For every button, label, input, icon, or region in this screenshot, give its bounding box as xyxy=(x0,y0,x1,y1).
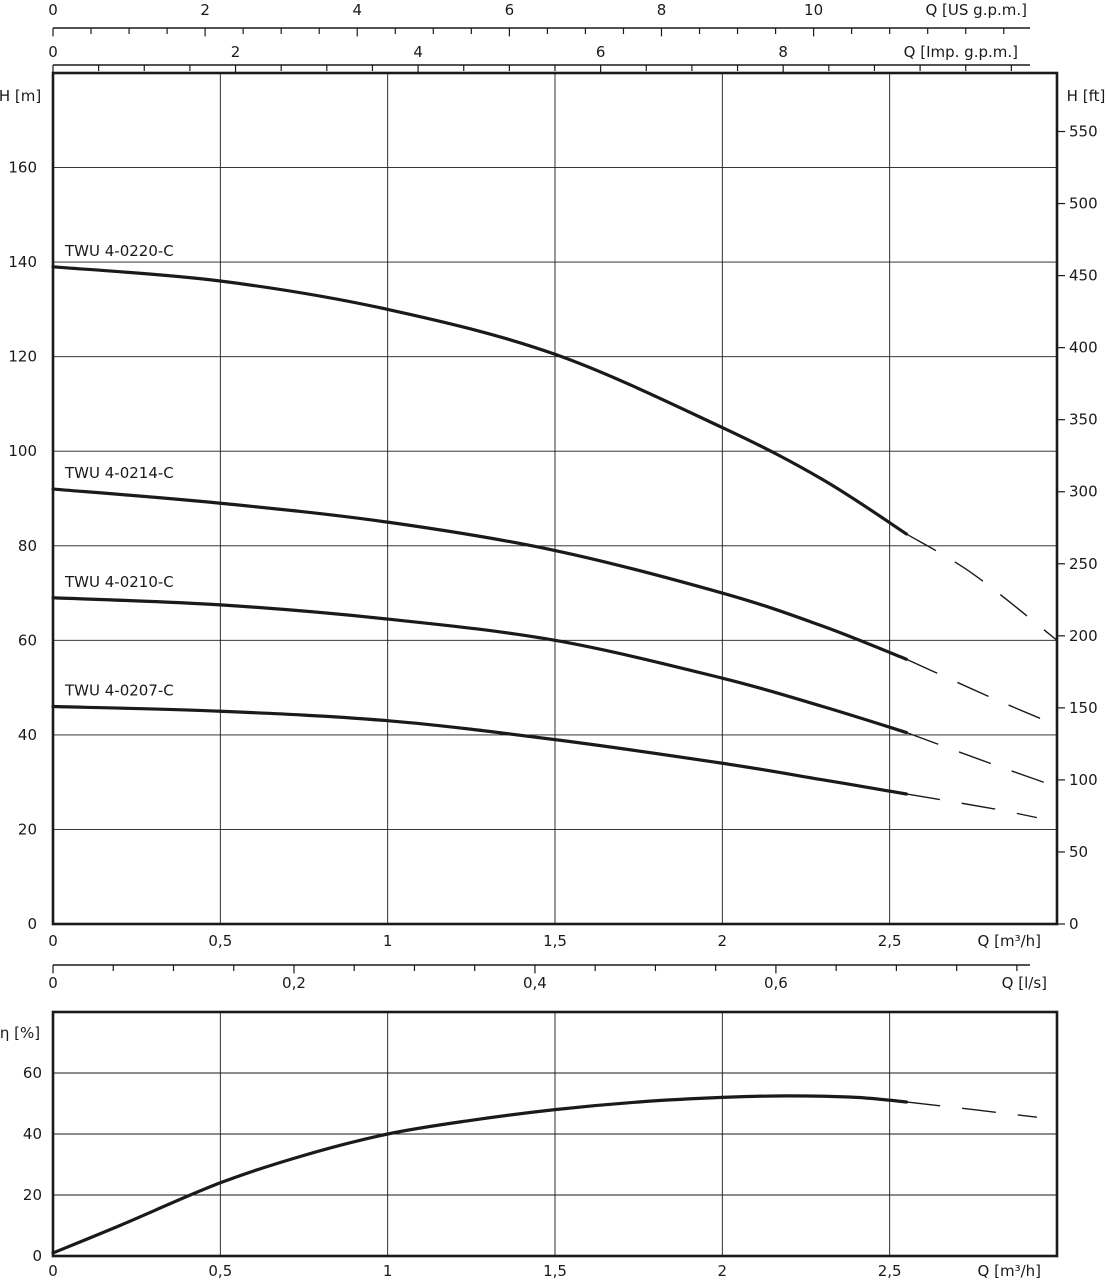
grid-layer xyxy=(53,73,1057,1256)
eff-x-axis-label: Q [m³/h] xyxy=(978,1262,1041,1280)
eff-y-axis-label: η [%] xyxy=(0,1024,40,1042)
head-y-tick-label: 120 xyxy=(8,348,37,366)
head-y-tick-label: 100 xyxy=(8,442,37,460)
secondary-axis-tick-label: 4 xyxy=(352,1,362,19)
ft-axis-tick-label: 100 xyxy=(1069,771,1098,789)
secondary-axis-tick-label: 2 xyxy=(231,43,241,61)
head-y-tick-label: 60 xyxy=(18,631,37,649)
eff-x-tick-label: 0,5 xyxy=(208,1262,232,1280)
head-x-tick-label: 1,5 xyxy=(543,932,567,950)
secondary-axis-tick-label: 6 xyxy=(505,1,515,19)
ft-axis-tick-label: 150 xyxy=(1069,699,1098,717)
head-x-tick-label: 2,5 xyxy=(878,932,902,950)
secondary-axis-tick-label: 0 xyxy=(48,974,58,992)
imp-gpm-axis-label: Q [Imp. g.p.m.] xyxy=(904,43,1018,61)
eff-x-tick-label: 2 xyxy=(718,1262,728,1280)
eff-x-tick-label: 2,5 xyxy=(878,1262,902,1280)
lps-axis-label: Q [l/s] xyxy=(1002,974,1047,992)
eff-x-tick-label: 1,5 xyxy=(543,1262,567,1280)
head-x-tick-label: 0 xyxy=(48,932,58,950)
head-series-4-curve xyxy=(51,704,908,796)
head-series-2-curve xyxy=(51,487,908,661)
curves-layer xyxy=(51,265,1058,1255)
eff-y-tick-label: 20 xyxy=(23,1186,42,1204)
head-x-tick-label: 2 xyxy=(718,932,728,950)
secondary-axis-tick-label: 0,6 xyxy=(764,974,788,992)
secondary-axis-tick-label: 0 xyxy=(48,1,58,19)
head-x-axis-label: Q [m³/h] xyxy=(978,932,1041,950)
eff-x-tick-label: 1 xyxy=(383,1262,393,1280)
head-y-tick-label: 80 xyxy=(18,537,37,555)
ft-axis-tick-label: 200 xyxy=(1069,627,1098,645)
eff-plot-frame xyxy=(51,1010,1059,1258)
eff-y-tick-label: 60 xyxy=(23,1064,42,1082)
ft-axis-tick-label: 300 xyxy=(1069,483,1098,501)
head-y-tick-label: 140 xyxy=(8,253,37,271)
secondary-axis-tick-label: 8 xyxy=(778,43,788,61)
head-series-3-curve-extrapolated xyxy=(906,731,1058,788)
ft-axis-tick-label: 250 xyxy=(1069,555,1098,573)
head-x-tick-label: 0,5 xyxy=(208,932,232,950)
head-series-1-label: TWU 4-0220-C xyxy=(64,242,174,260)
ft-axis-tick-label: 350 xyxy=(1069,411,1098,429)
eff-y-tick-label: 0 xyxy=(32,1247,42,1265)
efficiency-series-curve-extrapolated xyxy=(906,1101,1038,1118)
ft-axis-label: H [ft] xyxy=(1067,87,1106,105)
ft-axis-tick-label: 500 xyxy=(1069,195,1098,213)
head-series-1-curve-extrapolated xyxy=(906,533,1058,641)
efficiency-series-curve xyxy=(51,1094,908,1255)
ft-axis-tick-label: 0 xyxy=(1069,915,1079,933)
head-y-tick-label: 20 xyxy=(18,820,37,838)
secondary-axis-tick-label: 0,2 xyxy=(282,974,306,992)
head-y-tick-label: 0 xyxy=(27,915,37,933)
head-y-tick-label: 160 xyxy=(8,159,37,177)
secondary-axis-tick-label: 0 xyxy=(48,43,58,61)
ft-axis-tick-label: 50 xyxy=(1069,843,1088,861)
head-plot-frame xyxy=(51,71,1059,926)
head-y-tick-label: 40 xyxy=(18,726,37,744)
eff-y-tick-label: 40 xyxy=(23,1125,42,1143)
secondary-axis-tick-label: 4 xyxy=(413,43,423,61)
secondary-axis-tick-label: 2 xyxy=(200,1,210,19)
ft-axis-tick-label: 400 xyxy=(1069,339,1098,357)
secondary-axis-tick-label: 8 xyxy=(657,1,667,19)
head-series-1-curve xyxy=(51,265,908,536)
head-y-axis-label: H [m] xyxy=(0,87,41,105)
head-series-4-curve-extrapolated xyxy=(906,793,1038,819)
eff-x-tick-label: 0 xyxy=(48,1262,58,1280)
axes-layer xyxy=(52,27,1065,974)
head-series-2-label: TWU 4-0214-C xyxy=(64,464,174,482)
head-x-tick-label: 1 xyxy=(383,932,393,950)
secondary-axis-tick-label: 6 xyxy=(596,43,606,61)
frames-layer xyxy=(51,71,1059,1258)
head-series-3-curve xyxy=(51,596,908,735)
secondary-axis-tick-label: 0,4 xyxy=(523,974,547,992)
ft-axis-tick-label: 450 xyxy=(1069,267,1098,285)
secondary-axis-tick-label: 10 xyxy=(804,1,823,19)
head-series-4-label: TWU 4-0207-C xyxy=(64,682,174,700)
us-gpm-axis-label: Q [US g.p.m.] xyxy=(925,1,1027,19)
head-series-3-label: TWU 4-0210-C xyxy=(64,573,174,591)
head-series-2-curve-extrapolated xyxy=(906,658,1058,727)
ft-axis-tick-label: 550 xyxy=(1069,123,1098,141)
